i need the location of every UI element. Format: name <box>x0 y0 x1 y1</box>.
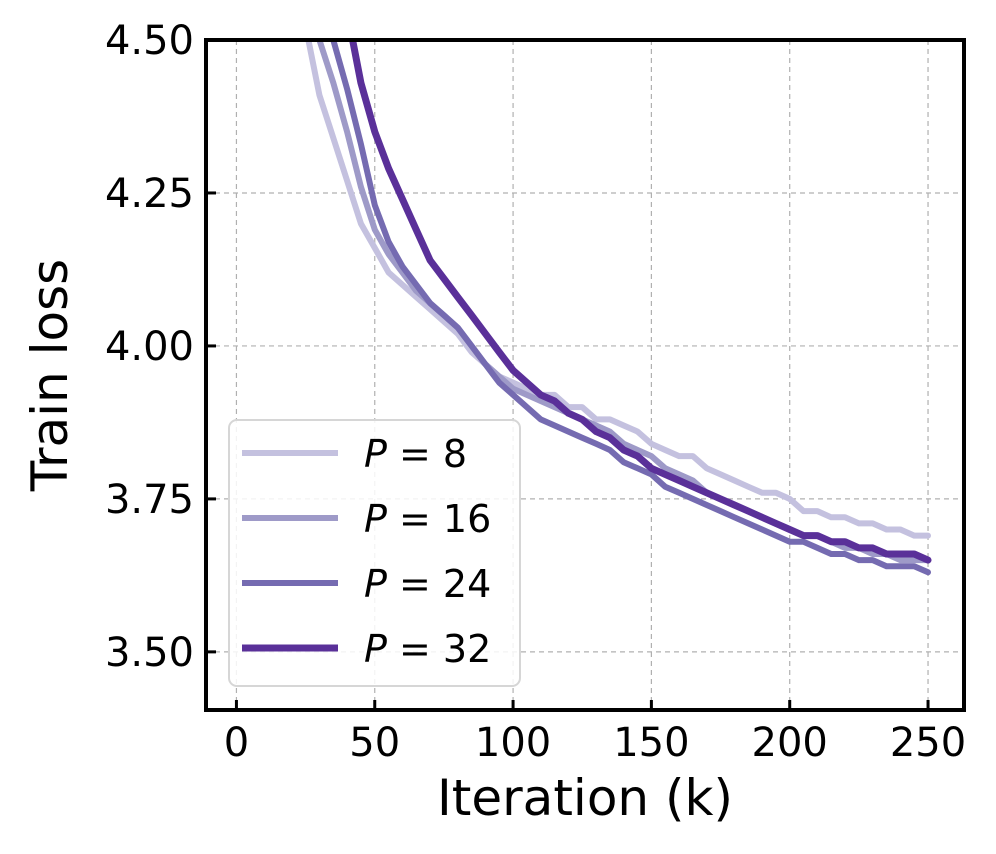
legend-box <box>228 419 521 687</box>
x-tick-label: 250 <box>890 720 966 766</box>
x-tick-label: 50 <box>349 720 400 766</box>
x-tick-label: 150 <box>613 720 689 766</box>
y-tick-label: 4.50 <box>105 18 194 64</box>
x-tick-label: 0 <box>224 720 249 766</box>
y-tick-label: 4.00 <box>105 324 194 370</box>
y-axis-label: Train loss <box>21 259 79 492</box>
legend-label-p32: P = 32 <box>364 627 491 671</box>
series-line-p32 <box>349 40 932 564</box>
series-lines <box>305 40 932 576</box>
y-tick-label: 3.75 <box>105 477 194 523</box>
y-tick-label: 4.25 <box>105 171 194 217</box>
series-line-p8 <box>305 40 931 539</box>
legend-label-p8: P = 8 <box>364 432 467 476</box>
legend: P = 8 P = 16 P = 24 P = 32 <box>228 419 521 687</box>
ticks: 0 50 100 150 200 250 3.50 3.75 4.00 4.25 4.50 <box>105 18 966 766</box>
y-tick-label: 3.50 <box>105 630 194 676</box>
legend-label-p24: P = 24 <box>364 562 491 606</box>
x-tick-label: 200 <box>752 720 828 766</box>
plot-frame <box>204 38 966 712</box>
series-line-p24 <box>330 40 931 576</box>
legend-label-p16: P = 16 <box>364 497 491 541</box>
x-tick-label: 100 <box>475 720 551 766</box>
x-axis-label: Iteration (k) <box>437 769 733 827</box>
